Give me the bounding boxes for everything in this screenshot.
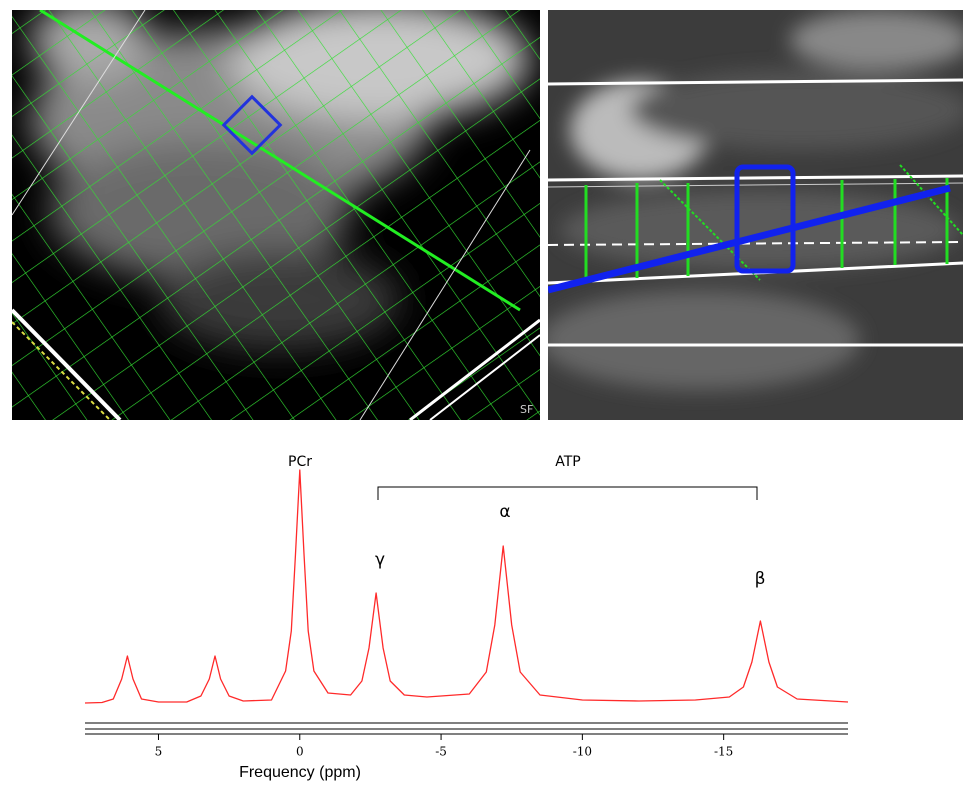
x-tick-label: -10 (573, 745, 592, 759)
atp-bracket (377, 486, 758, 500)
peak-label: β (755, 569, 766, 589)
spectrum-line (84, 469, 849, 704)
x-axis-label: Frequency (ppm) (239, 764, 361, 781)
x-tick-label: 5 (155, 745, 163, 759)
left-image: SF (12, 10, 540, 420)
x-tick-label: -5 (435, 745, 447, 759)
spectrum: Frequency (ppm) 5 0 -5 -10 -15 PCr ATP γ α β (84, 454, 849, 781)
image-label: SF (520, 403, 533, 416)
peak-label: α (499, 502, 510, 522)
x-tick-label: 0 (296, 745, 304, 759)
right-image (548, 10, 963, 420)
peak-label: ATP (555, 454, 580, 470)
x-tick-label: -15 (714, 745, 733, 759)
peak-label: PCr (288, 454, 312, 470)
peak-label: γ (375, 550, 385, 570)
